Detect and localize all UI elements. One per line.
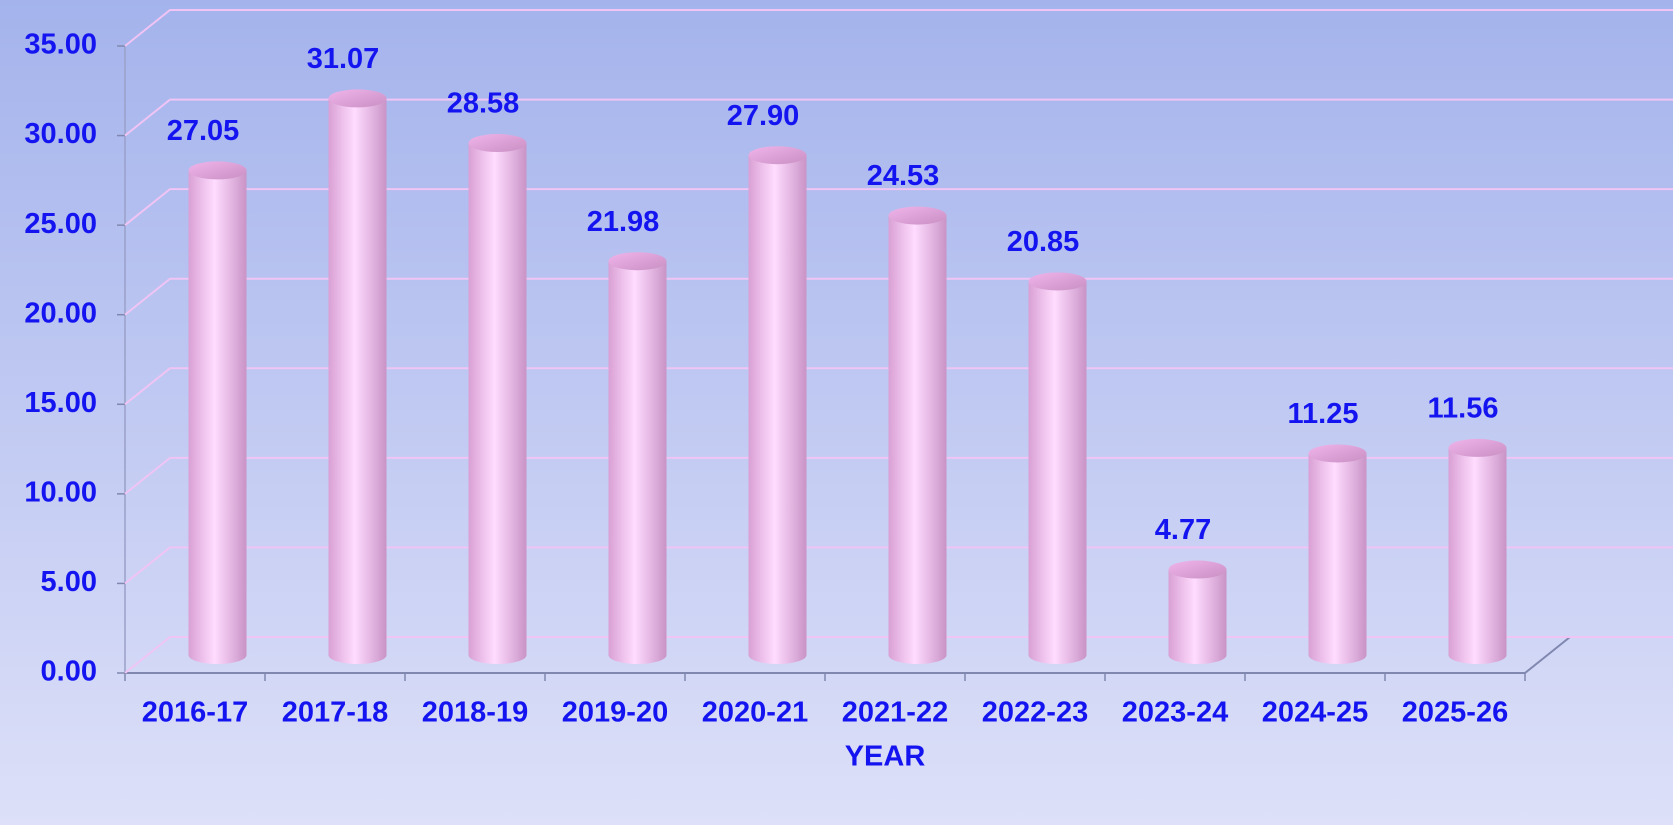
y-tick-label: 5.00 [41, 566, 97, 598]
bar-cap [1028, 272, 1087, 291]
y-tick-label: 25.00 [24, 208, 97, 240]
x-tick-label: 2020-21 [702, 697, 808, 729]
bar [748, 155, 807, 665]
value-label: 4.77 [1155, 514, 1211, 546]
bar-cap [608, 252, 667, 271]
bar [468, 143, 527, 665]
bar [608, 261, 667, 664]
x-tick-label: 2022-23 [982, 697, 1088, 729]
grid-line [124, 188, 1673, 226]
bar-cap [748, 146, 807, 165]
grid-line [124, 367, 1673, 406]
bar [1168, 569, 1227, 664]
bar-cap [888, 206, 947, 225]
value-label: 20.85 [1007, 226, 1080, 258]
bar-cap [1308, 444, 1367, 463]
x-tick-label: 2021-22 [842, 697, 948, 729]
grid-line [124, 546, 1673, 585]
grid-line [124, 456, 1673, 495]
value-label: 27.05 [167, 115, 240, 147]
y-tick-label: 20.00 [24, 297, 97, 329]
value-label: 24.53 [867, 160, 940, 192]
grid-line [124, 98, 1673, 137]
bar [1028, 281, 1087, 664]
x-tick-label: 2023-24 [1122, 697, 1228, 729]
value-label: 28.58 [447, 88, 520, 120]
x-axis-title: YEAR [845, 741, 926, 773]
bar [1448, 447, 1507, 664]
y-tick-label: 35.00 [24, 29, 97, 61]
bar-cap [1448, 438, 1507, 457]
y-tick-label: 0.00 [41, 656, 97, 688]
y-tick-label: 10.00 [24, 477, 97, 509]
grid-line [124, 277, 1673, 316]
value-label: 11.56 [1428, 393, 1499, 425]
value-label: 27.90 [727, 100, 800, 132]
x-tick-label: 2018-19 [422, 697, 528, 729]
bar-cap [1168, 560, 1227, 579]
x-tick-label: 2017-18 [282, 697, 388, 729]
bar-cap [188, 161, 247, 180]
x-tick-label: 2024-25 [1262, 697, 1368, 729]
bar-cap [468, 134, 527, 153]
grid-line [124, 9, 1673, 47]
value-label: 11.25 [1288, 398, 1359, 430]
bar [1308, 453, 1367, 664]
value-label: 31.07 [307, 43, 380, 75]
y-tick-label: 30.00 [24, 118, 97, 150]
x-tick-label: 2019-20 [562, 697, 668, 729]
bar [888, 215, 947, 665]
x-tick-label: 2016-17 [142, 697, 248, 729]
y-tick-label: 15.00 [24, 387, 97, 419]
x-tick-label: 2025-26 [1402, 697, 1508, 729]
bar-cap [328, 89, 387, 108]
bar [328, 98, 387, 665]
bar [188, 170, 247, 664]
value-label: 21.98 [587, 206, 660, 238]
